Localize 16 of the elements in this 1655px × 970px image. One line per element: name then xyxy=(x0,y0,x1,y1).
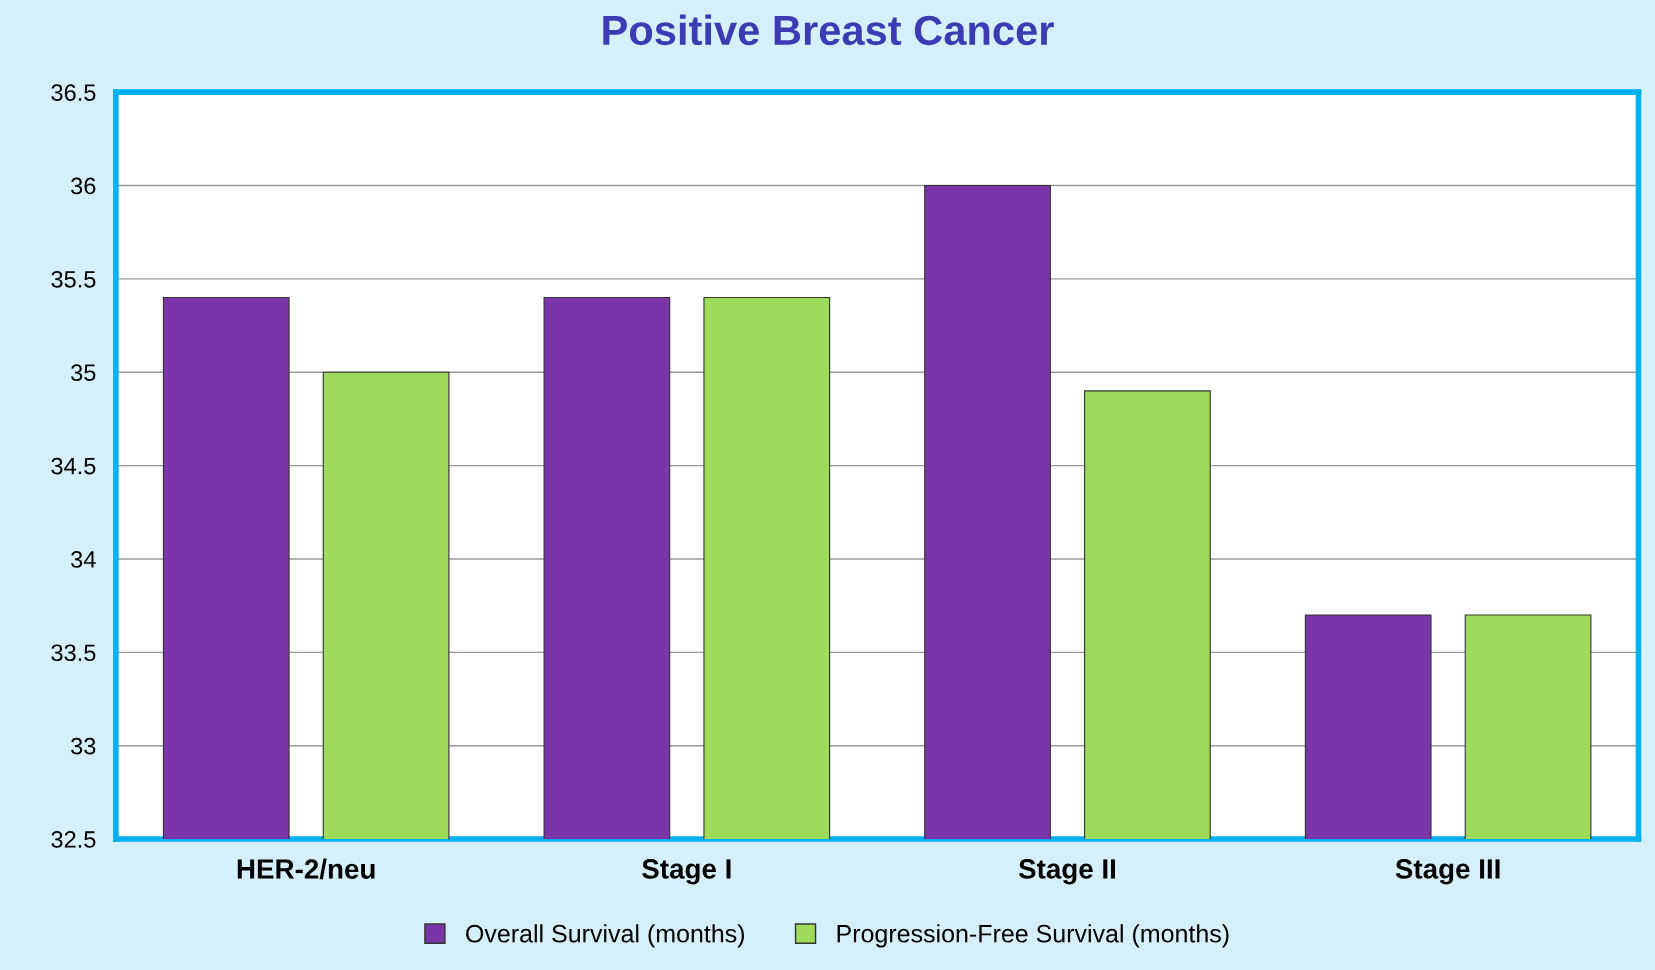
y-tick-label: 34 xyxy=(71,551,96,568)
y-tick-label: 36.5 xyxy=(51,84,96,101)
x-tick-label: Stage II xyxy=(1018,859,1116,885)
x-tick-label: Stage III xyxy=(1395,859,1500,885)
legend-label: Progression-Free Survival (months) xyxy=(837,924,1229,948)
y-tick-label: 32.5 xyxy=(51,831,96,848)
y-tick-label: 35.5 xyxy=(51,270,96,288)
y-tick-label: 36 xyxy=(71,177,96,195)
y-tick-label: 33.5 xyxy=(51,644,96,662)
legend-label: Overall Survival (months) xyxy=(466,924,744,948)
chart-title: Positive Breast Cancer xyxy=(603,14,1054,46)
x-tick-label: Stage I xyxy=(642,859,731,885)
y-tick-label: 35 xyxy=(71,364,96,382)
x-tick-label: HER-2/neu xyxy=(237,858,375,880)
y-tick-label: 33 xyxy=(71,737,96,755)
y-tick-label: 34.5 xyxy=(51,457,96,475)
